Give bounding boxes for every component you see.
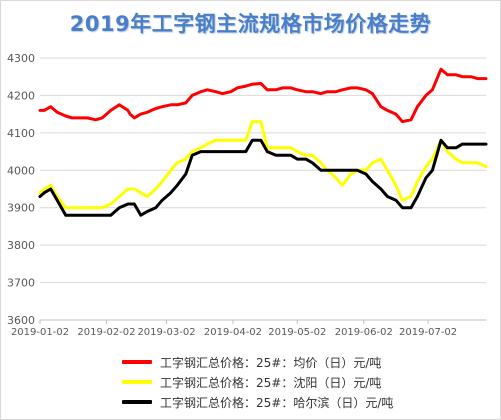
legend-item-shenyang: 工字钢汇总价格：25#：沈阳（日）元/吨	[122, 372, 422, 392]
x-tick-label-2019-02-02: 2019-02-02	[77, 327, 135, 338]
y-tick-label-3900: 3900	[7, 202, 35, 215]
legend-item-harbin: 工字钢汇总价格：25#：哈尔滨（日）元/吨	[122, 392, 422, 412]
series-line-shenyang	[38, 120, 488, 210]
y-tick-label-3700: 3700	[7, 277, 35, 290]
y-tick-label-4300: 4300	[7, 52, 35, 65]
legend-swatch-average	[122, 360, 152, 364]
series-line-average	[38, 67, 488, 124]
legend-label-harbin: 工字钢汇总价格：25#：哈尔滨（日）元/吨	[160, 395, 394, 410]
legend-swatch-shenyang	[122, 380, 152, 384]
legend-label-shenyang: 工字钢汇总价格：25#：沈阳（日）元/吨	[160, 375, 382, 390]
legend: 工字钢汇总价格：25#：均价（日）元/吨 工字钢汇总价格：25#：沈阳（日）元/…	[122, 352, 422, 412]
x-tick-label-2019-07-02: 2019-07-02	[399, 327, 457, 338]
x-tick-label-2019-01-02: 2019-01-02	[11, 327, 69, 338]
legend-swatch-harbin	[122, 400, 152, 404]
y-tick-label-4100: 4100	[7, 127, 35, 140]
x-tick-label-2019-05-02: 2019-05-02	[268, 327, 326, 338]
legend-label-average: 工字钢汇总价格：25#：均价（日）元/吨	[160, 355, 382, 370]
y-tick-label-3600: 3600	[7, 314, 35, 327]
x-tick-label-2019-04-02: 2019-04-02	[204, 327, 262, 338]
y-tick-label-4200: 4200	[7, 89, 35, 102]
y-tick-label-3800: 3800	[7, 239, 35, 252]
chart-title: 2019年工字钢主流规格市场价格走势	[69, 12, 432, 36]
legend-item-average: 工字钢汇总价格：25#：均价（日）元/吨	[122, 352, 422, 372]
y-tick-label-4000: 4000	[7, 164, 35, 177]
x-tick-label-2019-03-02: 2019-03-02	[137, 327, 195, 338]
x-tick-label-2019-06-02: 2019-06-02	[335, 327, 393, 338]
series-line-harbin	[38, 138, 488, 217]
